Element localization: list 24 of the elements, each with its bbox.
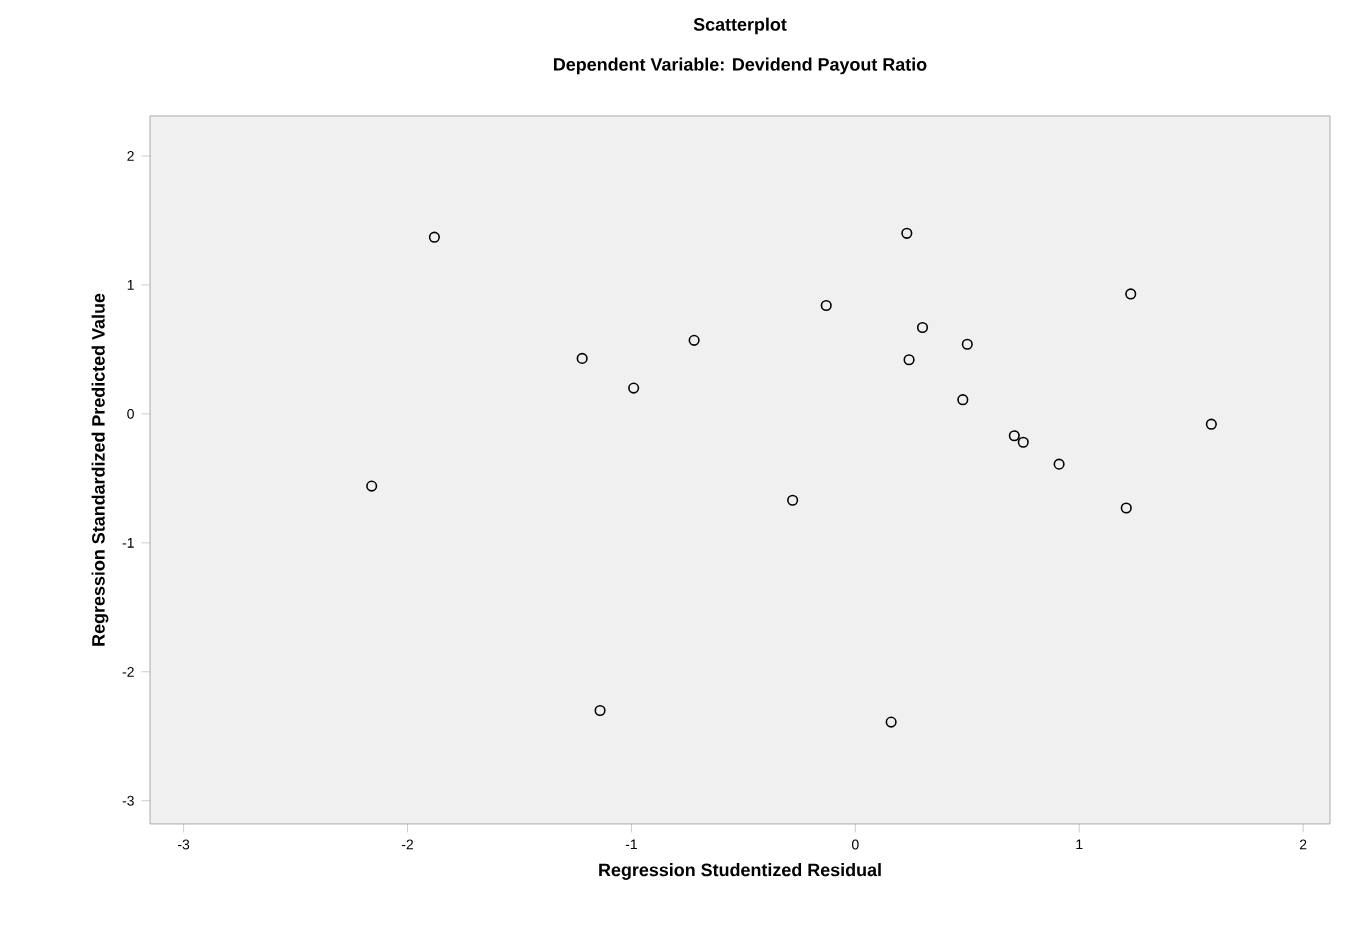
point <box>1125 288 1137 300</box>
point <box>916 321 929 334</box>
chart-subtitle: Dependent Variable: Devidend Payout Ratio <box>554 57 927 75</box>
point <box>1120 502 1132 514</box>
x-axis-title: Regression Studentized Residual <box>599 863 881 880</box>
point <box>576 352 588 364</box>
point <box>1008 430 1020 442</box>
point <box>957 394 969 406</box>
point <box>961 338 973 350</box>
chart-title: Scatterplot <box>693 17 787 35</box>
point <box>428 231 440 243</box>
point <box>366 480 378 492</box>
y-axis-title: Regression Standardized Predicted Value <box>91 293 109 646</box>
point <box>594 704 606 717</box>
point <box>1205 418 1217 430</box>
point <box>1053 458 1065 470</box>
point <box>688 334 700 346</box>
point <box>787 494 799 506</box>
point <box>903 354 915 366</box>
point <box>628 382 640 394</box>
point <box>885 716 897 728</box>
point <box>1017 436 1029 448</box>
point <box>901 227 913 239</box>
point <box>820 299 832 312</box>
